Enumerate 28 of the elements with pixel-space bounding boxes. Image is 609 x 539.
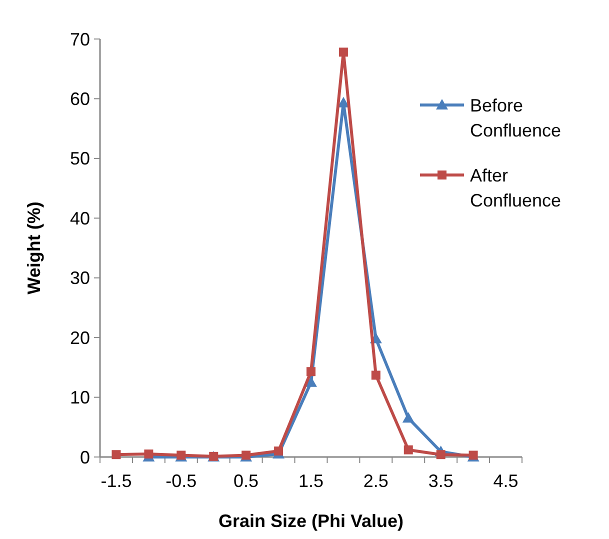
y-tick-label: 30 [70,268,90,288]
x-tick-label: -0.5 [166,471,197,491]
y-tick-label: 50 [70,148,90,169]
x-tick-label: 3.5 [428,471,454,491]
y-tick-label: 10 [70,388,90,408]
x-tick-label: -1.5 [100,471,132,491]
point [112,450,121,460]
x-tick-label: 2.5 [363,471,388,491]
point [371,370,380,380]
point [306,367,316,376]
y-tick-label: 0 [80,447,90,468]
x-tick-label: 1.5 [298,471,324,491]
point [404,445,413,454]
point [402,412,414,423]
point [274,446,284,456]
y-tick-label: 70 [70,29,90,50]
legend-label: After Confluence [470,165,562,210]
x-tick-label: 4.5 [493,471,518,491]
point [338,48,348,57]
x-axis-title: Grain Size (Phi Value) [218,511,404,531]
point [144,450,154,459]
y-tick-label: 40 [70,208,90,228]
y-tick-label: 60 [70,89,90,110]
point [436,450,446,460]
y-axis-title: Weight (%) [24,202,44,294]
x-tick-label: 0.5 [234,471,259,491]
y-tick-label: 20 [70,328,90,348]
legend-label: Before Confluence [470,95,562,140]
